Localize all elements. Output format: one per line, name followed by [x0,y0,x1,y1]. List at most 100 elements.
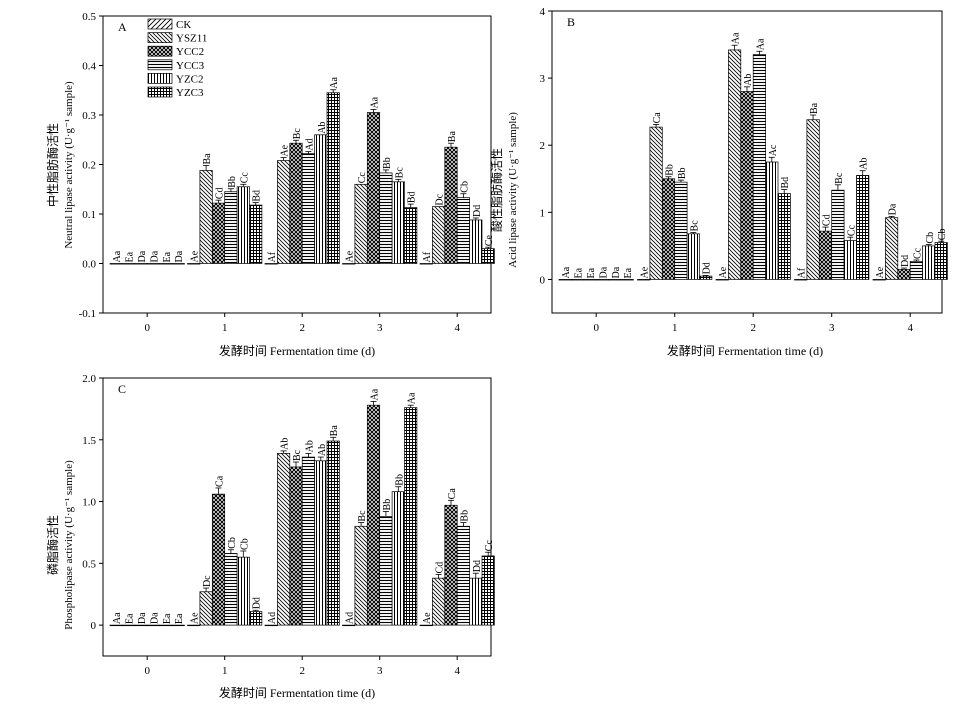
panel-c-xtick-label: 2 [299,665,305,677]
data-label: Ae [640,266,651,278]
bar [354,525,368,626]
data-label: Bc [357,510,368,522]
data-label: Ac [768,144,779,156]
bar [740,91,754,280]
data-label: Cd [822,214,833,226]
data-label: Bb [459,510,470,522]
panel-a-ytick-label: 0.1 [82,209,96,221]
bar [419,624,433,627]
panel-b-ytick-label: 0 [540,274,546,286]
data-label: Ae [345,250,356,262]
bar [765,161,779,280]
bar [583,279,597,281]
bar [314,134,328,264]
data-label: Da [888,203,899,215]
data-label: Bd [252,190,263,202]
bar [264,263,278,265]
data-label: Aa [370,96,381,108]
data-label: Ba [447,131,458,143]
bar [187,624,201,627]
bar [571,279,585,281]
data-label: Dc [435,193,446,205]
data-label: Aa [329,77,340,89]
data-label: Bc [834,172,845,184]
data-label: Ad [304,138,315,150]
data-label: Da [137,250,148,262]
bar [366,112,381,264]
bar [391,181,405,264]
data-label: Bb [665,164,676,176]
bar [897,269,911,280]
data-label: Bc [394,167,405,179]
panel-a-ytick-label: 0.4 [82,61,96,73]
data-label: Cb [227,537,238,549]
legend-swatch [147,86,173,98]
panel-a-xlabel: 发酵时间 Fermentation time (d) [219,343,375,358]
bar [777,193,791,280]
data-label: Ea [162,613,173,624]
bar [686,233,700,280]
data-label: Ea [586,267,597,278]
data-label: Ea [174,613,185,624]
data-label: Ae [875,266,886,278]
data-label: Ea [162,251,173,262]
data-label: Aa [561,266,572,278]
bar [314,460,328,626]
bar [122,263,136,265]
data-label: Da [174,250,185,262]
data-label: Ab [859,157,870,169]
panel-b-xtick-label: 2 [750,322,756,334]
bar [558,279,572,281]
bar [277,160,291,264]
data-label: Bc [292,449,303,461]
bar [715,279,729,281]
data-label: Ab [304,440,315,452]
bar [342,624,356,627]
bar [264,624,278,627]
data-label: Aa [112,612,123,624]
legend-swatch [147,73,173,84]
legend-label: YSZ11 [176,33,207,45]
panel-b-ylabel-cn: 酸性脂肪酶活性 [489,148,504,232]
bar [843,240,857,280]
bar [199,591,213,626]
panel-a: 中性脂肪酶活性 Neutral lipase activity (U·g⁻¹ s… [45,11,495,358]
bar [391,491,405,626]
panel-b-ylabel: 酸性脂肪酶活性 Acid lipase activity (U·g⁻¹ samp… [489,112,519,268]
bar [134,263,148,265]
data-label: Ae [422,612,433,624]
bar [752,54,766,280]
data-label: Cc [239,172,250,184]
bar [249,204,263,264]
bar [481,555,495,626]
data-label: Cb [459,181,470,193]
data-label: Cc [357,172,368,184]
bar [146,263,160,265]
panel-c-ytick-label: 0.5 [82,558,96,570]
panel-b-letter: B [567,15,575,29]
panel-c-ytick-label: 2.0 [82,373,96,385]
bar [608,279,622,281]
bar [909,260,923,280]
bar [289,142,303,264]
data-label: Cc [912,247,923,259]
bar [728,49,742,280]
legend-swatch [147,45,173,57]
bar [934,242,948,280]
data-label: Cb [925,232,936,244]
bar [922,245,936,280]
data-label: Ea [623,267,634,278]
bar [134,624,148,627]
bar [469,219,483,264]
panel-c-letter: C [118,382,126,396]
data-label: Af [267,251,278,262]
data-label: Ba [329,425,340,437]
bar [354,183,368,264]
bar [249,611,263,626]
bar [211,493,226,626]
panel-c-xtick-label: 1 [222,665,228,677]
bar [404,207,418,264]
legend-swatch [147,59,173,71]
bar [236,186,250,264]
panel-a-ylabel-cn: 中性脂肪酶活性 [45,123,60,207]
